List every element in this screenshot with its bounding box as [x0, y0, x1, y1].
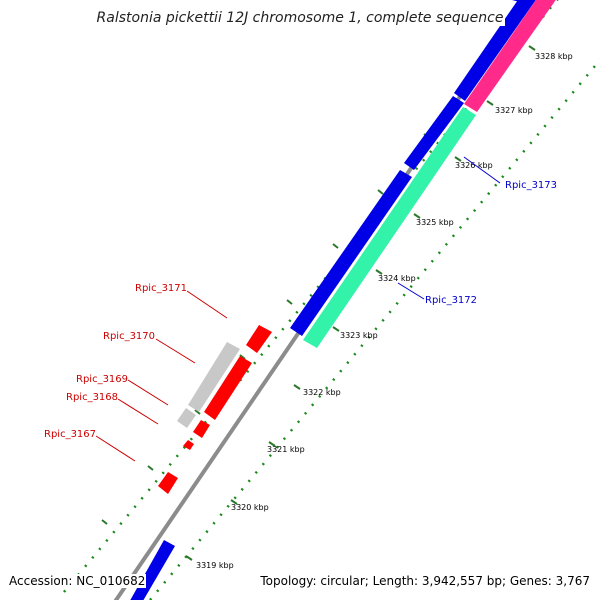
gene-reverse-3167a[interactable]: [183, 440, 194, 450]
gene-forward-bar-3[interactable]: [454, 0, 540, 101]
major-ticks: [185, 45, 536, 561]
gene-label-leaders: [95, 156, 501, 462]
gene-reverse-3167b[interactable]: [158, 472, 178, 494]
gene-forward-bar-1[interactable]: [290, 170, 412, 336]
kbp-label-3320: 3320 kbp: [231, 503, 269, 512]
gene-label-rpic-3172[interactable]: Rpic_3172: [425, 295, 477, 306]
gene-reverse-3168[interactable]: [193, 420, 210, 438]
gene-reverse-3170b[interactable]: [204, 356, 252, 420]
kbp-label-3321: 3321 kbp: [267, 445, 305, 454]
accession-text: Accession: NC_010682: [8, 574, 147, 588]
gene-label-rpic-3173[interactable]: Rpic_3173: [505, 180, 557, 191]
gene-label-rpic-3168[interactable]: Rpic_3168: [66, 392, 118, 403]
gene-label-rpic-3170[interactable]: Rpic_3170: [103, 331, 155, 342]
kbp-label-3319: 3319 kbp: [196, 561, 234, 570]
kbp-label-3325: 3325 kbp: [416, 218, 454, 227]
kbp-label-3327: 3327 kbp: [495, 106, 533, 115]
map-title-text: Ralstonia pickettii 12J chromosome 1, co…: [94, 10, 506, 26]
kbp-label-3328: 3328 kbp: [535, 52, 573, 61]
topology-summary-text: Topology: circular; Length: 3,942,557 bp…: [259, 574, 591, 588]
gene-rrna-bar[interactable]: [464, 0, 560, 112]
kbp-label-3323: 3323 kbp: [340, 331, 378, 340]
gene-forward-bar-2[interactable]: [404, 96, 464, 170]
gene-reverse-3171[interactable]: [246, 325, 272, 353]
map-title: Ralstonia pickettii 12J chromosome 1, co…: [0, 10, 600, 26]
gene-pseudo-3170[interactable]: [188, 342, 240, 412]
gene-label-rpic-3167[interactable]: Rpic_3167: [44, 429, 96, 440]
gene-label-rpic-3171[interactable]: Rpic_3171: [135, 283, 187, 294]
kbp-label-3324: 3324 kbp: [378, 274, 416, 283]
gene-label-rpic-3169[interactable]: Rpic_3169: [76, 374, 128, 385]
kbp-labels: 3319 kbp 3320 kbp 3321 kbp 3322 kbp 3323…: [196, 52, 573, 570]
inner-tick-track: [149, 58, 600, 600]
kbp-label-3326: 3326 kbp: [455, 161, 493, 170]
kbp-label-3322: 3322 kbp: [303, 388, 341, 397]
gene-forward-bar-top[interactable]: [512, 0, 532, 3]
gene-pseudo-3169[interactable]: [177, 408, 196, 428]
gene-trna-bar[interactable]: [303, 107, 476, 348]
